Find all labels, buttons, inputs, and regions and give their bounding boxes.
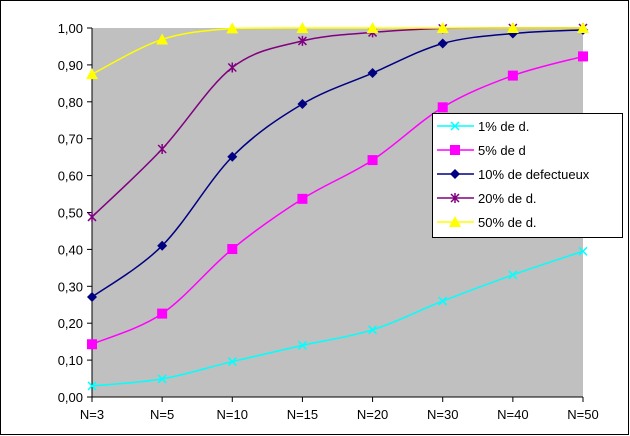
series-line bbox=[91, 250, 584, 387]
x-tick-label: N=20 bbox=[357, 407, 388, 422]
x-tick-label: N=50 bbox=[567, 407, 598, 422]
data-point bbox=[368, 325, 378, 335]
series-line bbox=[91, 27, 583, 75]
data-point bbox=[227, 244, 238, 255]
data-point bbox=[578, 246, 588, 256]
series-5 bbox=[86, 22, 589, 80]
data-point bbox=[367, 68, 378, 79]
data-point bbox=[508, 270, 518, 280]
legend-marker bbox=[450, 193, 460, 203]
y-tick-label: 0,30 bbox=[58, 279, 83, 294]
data-point bbox=[226, 22, 239, 34]
legend-label: 50% de d. bbox=[478, 215, 537, 230]
y-tick-label: 0,20 bbox=[58, 316, 83, 331]
data-point bbox=[366, 22, 379, 33]
data-point bbox=[296, 22, 309, 33]
y-tick-label: 0,70 bbox=[58, 132, 83, 147]
legend-marker bbox=[450, 145, 460, 155]
data-point bbox=[87, 339, 97, 350]
data-point bbox=[87, 292, 97, 303]
data-point bbox=[438, 296, 448, 306]
series-line bbox=[91, 29, 584, 298]
y-tick-label: 0,60 bbox=[58, 169, 83, 184]
series-2 bbox=[87, 51, 588, 350]
legend-label: 10% de defectueux bbox=[478, 167, 590, 182]
x-tick-label: N=3 bbox=[80, 407, 104, 422]
data-point bbox=[297, 193, 308, 204]
y-tick-label: 1,00 bbox=[58, 21, 83, 36]
data-point bbox=[297, 340, 307, 350]
data-point bbox=[436, 22, 449, 33]
data-point bbox=[157, 308, 168, 319]
data-point bbox=[227, 357, 237, 367]
y-tick-label: 0,90 bbox=[58, 58, 83, 73]
x-tick-label: N=15 bbox=[287, 407, 318, 422]
data-point bbox=[297, 99, 308, 110]
data-point bbox=[156, 33, 169, 45]
y-tick-label: 0,10 bbox=[58, 353, 83, 368]
data-point bbox=[577, 22, 589, 33]
data-point bbox=[86, 68, 98, 80]
x-tick-label: N=30 bbox=[427, 407, 458, 422]
data-point bbox=[367, 155, 378, 166]
legend-box bbox=[432, 113, 623, 238]
legend-label: 1% de d. bbox=[478, 119, 529, 134]
x-tick-label: N=10 bbox=[217, 407, 248, 422]
data-point bbox=[437, 102, 448, 113]
data-point bbox=[157, 144, 167, 155]
data-point bbox=[578, 51, 588, 62]
legend-marker bbox=[450, 169, 460, 179]
y-tick-label: 0,50 bbox=[58, 206, 83, 221]
x-tick-label: N=40 bbox=[497, 407, 528, 422]
data-point bbox=[506, 22, 519, 33]
data-point bbox=[227, 62, 237, 73]
legend-marker bbox=[450, 121, 460, 131]
y-tick-label: 0,80 bbox=[58, 95, 83, 110]
data-point bbox=[157, 374, 167, 384]
series-line bbox=[91, 55, 584, 345]
legend-label: 5% de d bbox=[478, 143, 526, 158]
data-point bbox=[227, 151, 238, 162]
data-point bbox=[87, 211, 97, 222]
series-1 bbox=[87, 246, 588, 391]
data-point bbox=[87, 381, 97, 391]
x-tick-label: N=5 bbox=[150, 407, 174, 422]
data-point bbox=[157, 240, 168, 251]
y-tick-label: 0,00 bbox=[58, 390, 83, 405]
legend-label: 20% de d. bbox=[478, 191, 537, 206]
data-point bbox=[507, 70, 518, 81]
y-tick-label: 0,40 bbox=[58, 242, 83, 257]
data-point bbox=[437, 38, 448, 49]
legend-marker bbox=[449, 216, 461, 227]
data-point bbox=[297, 35, 307, 46]
legend: 1% de d. 5% de d 10% de defectueux 20% de d… bbox=[432, 113, 623, 238]
